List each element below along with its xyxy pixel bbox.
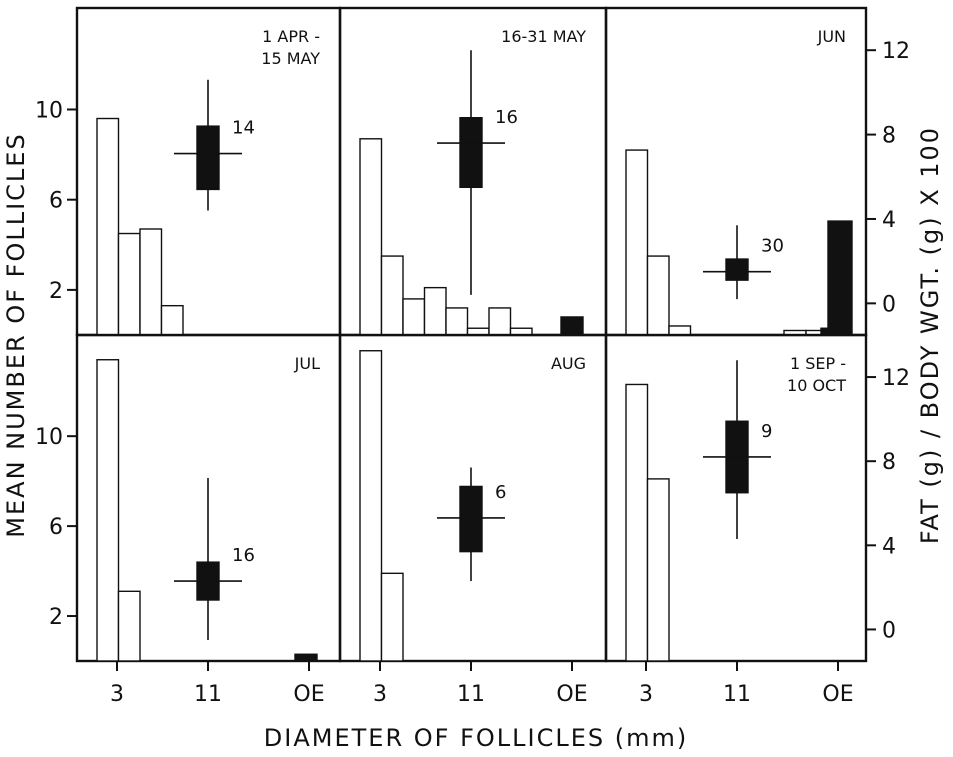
- right-y-tick-label: 4: [882, 208, 896, 233]
- follicle-bar: [96, 359, 120, 662]
- fat-sd-box: [459, 485, 483, 553]
- follicle-bar: [625, 383, 649, 662]
- panel-2: 16 16-31 MAY: [338, 6, 608, 337]
- follicle-bar: [402, 298, 426, 336]
- sample-size-label: 16: [232, 545, 255, 566]
- follicle-bar: [646, 478, 670, 662]
- panel-title: 10 OCT: [787, 376, 846, 395]
- sample-size-label: 16: [495, 107, 518, 128]
- follicle-bar: [488, 307, 512, 336]
- follicle-bar: [380, 572, 404, 662]
- panel-title: 1 SEP -: [790, 354, 846, 373]
- follicle-bar: [359, 350, 383, 662]
- x-tick-label: 3: [639, 682, 653, 707]
- right-y-tick-label: 12: [882, 366, 910, 391]
- right-y-tick-label: 0: [882, 618, 896, 643]
- panel-1: 14 1 APR - 15 MAY: [75, 6, 342, 337]
- panel-title: 1 APR -: [262, 27, 320, 46]
- left-y-tick-label: 6: [49, 189, 63, 214]
- right-y-tick-label: 12: [882, 39, 910, 64]
- sample-size-label: 30: [761, 236, 784, 257]
- fat-sd-box: [725, 258, 749, 281]
- fat-sd-box: [459, 117, 483, 189]
- follicle-bar: [625, 149, 649, 336]
- follicle-bar: [445, 307, 469, 336]
- left-y-tick-label: 10: [35, 425, 63, 450]
- left-y-tick-label: 2: [49, 279, 63, 304]
- x-tick-label: OE: [293, 682, 324, 707]
- follicle-bar: [668, 325, 692, 336]
- sample-size-label: 14: [232, 118, 255, 139]
- right-y-tick-label: 8: [882, 450, 896, 475]
- x-tick-label: 3: [373, 682, 387, 707]
- panel-title: 16-31 MAY: [501, 27, 586, 46]
- panel-5: 6 AUG: [338, 333, 608, 671]
- left-y-tick-label: 6: [49, 515, 63, 540]
- fat-sd-box: [196, 125, 220, 191]
- panel-4: 16 JUL: [75, 333, 342, 671]
- follicle-bar: [646, 255, 670, 336]
- oe-bar: [294, 653, 318, 662]
- panel-title: AUG: [551, 354, 586, 373]
- right-y-tick-label: 0: [882, 292, 896, 317]
- follicle-bar: [359, 138, 383, 336]
- panel-title: JUN: [817, 27, 846, 46]
- right-y-axis-title: FAT (g) / BODY WGT. (g) X 100: [916, 126, 944, 544]
- left-y-tick-label: 10: [35, 98, 63, 123]
- panel-6: 9 1 SEP - 10 OCT: [604, 333, 868, 671]
- x-tick-label: OE: [556, 682, 587, 707]
- x-tick-label: OE: [822, 682, 853, 707]
- panel-3: 30 JUN: [604, 6, 868, 337]
- follicle-bar: [117, 232, 141, 336]
- sample-size-label: 6: [495, 482, 506, 503]
- sample-size-label: 9: [761, 421, 772, 442]
- follicle-bar: [117, 590, 141, 662]
- follicle-bar: [380, 255, 404, 336]
- follicle-bar: [96, 117, 120, 336]
- panel-title: 15 MAY: [261, 49, 320, 68]
- fat-bar: [827, 220, 853, 336]
- follicle-bar: [160, 304, 184, 336]
- x-tick-label: 11: [194, 682, 222, 707]
- left-y-tick-label: 2: [49, 605, 63, 630]
- panels-layer: 14 1 APR - 15 MAY 16 16-31 MAY 30 JUN 16 JUL 6 AUG…: [75, 6, 868, 671]
- x-tick-label: 11: [723, 682, 751, 707]
- panel-title: JUL: [294, 354, 320, 373]
- follicle-bar: [139, 228, 163, 336]
- x-tick-label: 11: [457, 682, 485, 707]
- follicle-bar: [423, 286, 447, 336]
- oe-bar: [560, 316, 584, 336]
- x-tick-label: 3: [110, 682, 124, 707]
- x-axis-title: DIAMETER OF FOLLICLES (mm): [264, 724, 688, 752]
- left-y-axis-title: MEAN NUMBER OF FOLLICLES: [2, 132, 30, 537]
- right-y-tick-label: 8: [882, 124, 896, 149]
- labels-layer: 2 6 10 2 6 10 0 4 8 12 0 4 8 12 3 11 OE 3 11 OE 3 11 OE DIAMETE…: [2, 39, 944, 752]
- right-y-tick-label: 4: [882, 534, 896, 559]
